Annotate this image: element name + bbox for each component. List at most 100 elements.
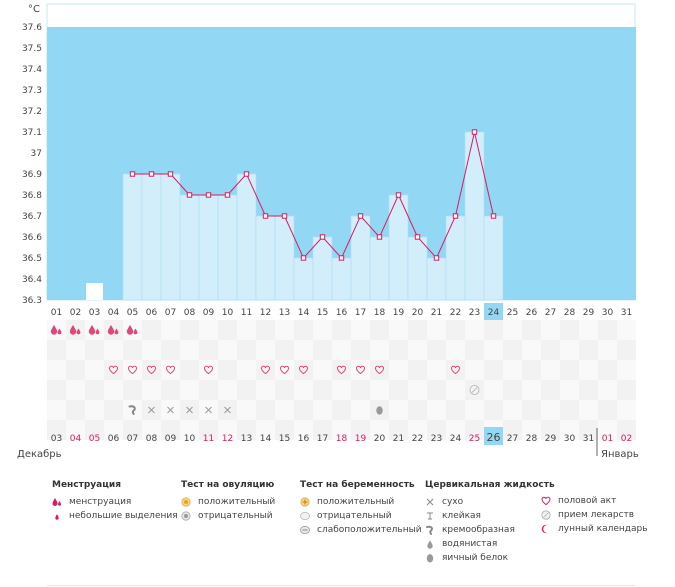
menstruation-small-drop-icon	[76, 328, 81, 335]
day-cell	[389, 320, 408, 340]
temperature-point	[376, 234, 383, 240]
day-cell	[294, 420, 313, 440]
small-drop-icon	[52, 511, 62, 521]
heart-icon	[280, 365, 289, 375]
day-cell	[123, 420, 142, 440]
date-label: 06	[108, 434, 120, 444]
day-cell	[85, 360, 104, 380]
legend-label: яичный белок	[442, 553, 509, 563]
legend-item-pregnancy-positive: положительный	[300, 495, 422, 509]
day-cell	[256, 380, 275, 400]
legend-title-cervical: Цервикальная жидкость	[425, 480, 555, 490]
day-cell	[617, 420, 636, 440]
day-cell	[332, 420, 351, 440]
pill-icon-line	[471, 387, 478, 393]
day-cell	[161, 360, 180, 380]
day-cell	[446, 420, 465, 440]
bottom-divider	[47, 585, 635, 586]
month-label-right: Январь	[601, 449, 639, 460]
day-cell	[427, 320, 446, 340]
day-cell	[104, 420, 123, 440]
day-cell	[161, 320, 180, 340]
legend-label: отрицательный	[198, 511, 273, 521]
temperature-point	[262, 213, 269, 219]
day-cell	[617, 360, 636, 380]
day-cell	[313, 360, 332, 380]
temperature-point	[148, 171, 155, 177]
dry-cross-icon	[167, 406, 174, 414]
menstruation-drop-icon	[107, 325, 115, 335]
day-cell	[408, 380, 427, 400]
day-cell	[142, 360, 161, 380]
day-cell	[503, 420, 522, 440]
day-cell	[47, 420, 66, 440]
y-tick-label: 37.6	[22, 23, 42, 33]
day-cell	[180, 380, 199, 400]
day-cell	[47, 380, 66, 400]
heart-icon	[109, 365, 118, 375]
legend-pregnancy: Тест на беременность положительный отриц…	[300, 480, 422, 537]
day-cell	[199, 340, 218, 360]
legend-label: половой акт	[558, 496, 617, 506]
legend-item-watery: водянистая	[425, 537, 555, 551]
y-tick-label: 36.4	[22, 275, 42, 285]
date-label: 25	[469, 434, 480, 444]
day-cell	[142, 340, 161, 360]
date-label: 30	[564, 434, 576, 444]
heart-icon	[541, 496, 551, 506]
day-cell	[465, 320, 484, 340]
cycle-day-label: 23	[469, 308, 480, 318]
date-label: 05	[89, 434, 100, 444]
date-label: 13	[241, 434, 252, 444]
day-cell	[522, 400, 541, 420]
day-cell	[351, 380, 370, 400]
day-cell	[313, 420, 332, 440]
day-cell	[142, 320, 161, 340]
day-cell	[142, 380, 161, 400]
day-cell	[218, 380, 237, 400]
day-cell	[161, 420, 180, 440]
cycle-day-label: 31	[621, 308, 632, 318]
cycle-day-label: 21	[431, 308, 442, 318]
y-tick-label: 36.7	[22, 212, 42, 222]
menstruation-small-drop-icon	[114, 328, 119, 335]
day-cell	[408, 360, 427, 380]
day-cell	[560, 360, 579, 380]
day-cell	[66, 400, 85, 420]
heart-icon	[147, 365, 156, 375]
day-cell	[503, 320, 522, 340]
temperature-bar	[217, 194, 238, 301]
day-cell	[541, 340, 560, 360]
day-cell	[351, 320, 370, 340]
date-label: 03	[51, 434, 62, 444]
date-label: 10	[184, 434, 196, 444]
day-cell	[218, 320, 237, 340]
day-cell	[256, 320, 275, 340]
temperature-line	[132, 131, 494, 259]
legend-label: лунный календарь	[558, 524, 648, 534]
temperature-point	[433, 255, 440, 261]
menstruation-drop-icon	[126, 325, 134, 335]
sticky-icon	[425, 511, 435, 521]
y-tick-label: 37.1	[22, 128, 42, 138]
day-cell	[104, 380, 123, 400]
day-cell	[560, 320, 579, 340]
day-cell	[218, 340, 237, 360]
day-cell	[503, 400, 522, 420]
day-cell	[522, 420, 541, 440]
day-cell	[408, 320, 427, 340]
day-cell	[275, 340, 294, 360]
day-cell	[199, 360, 218, 380]
cycle-day-label: 19	[393, 308, 405, 318]
legend-label: сухо	[442, 497, 464, 507]
day-cell	[275, 320, 294, 340]
day-cell	[560, 400, 579, 420]
date-label: 22	[412, 434, 423, 444]
day-cell	[237, 340, 256, 360]
day-cell	[484, 400, 503, 420]
cycle-day-label: 17	[355, 308, 366, 318]
day-cell	[161, 340, 180, 360]
temperature-bar	[331, 257, 352, 301]
legend-item-egg-white: яичный белок	[425, 551, 555, 565]
dry-cross-icon	[425, 497, 435, 507]
